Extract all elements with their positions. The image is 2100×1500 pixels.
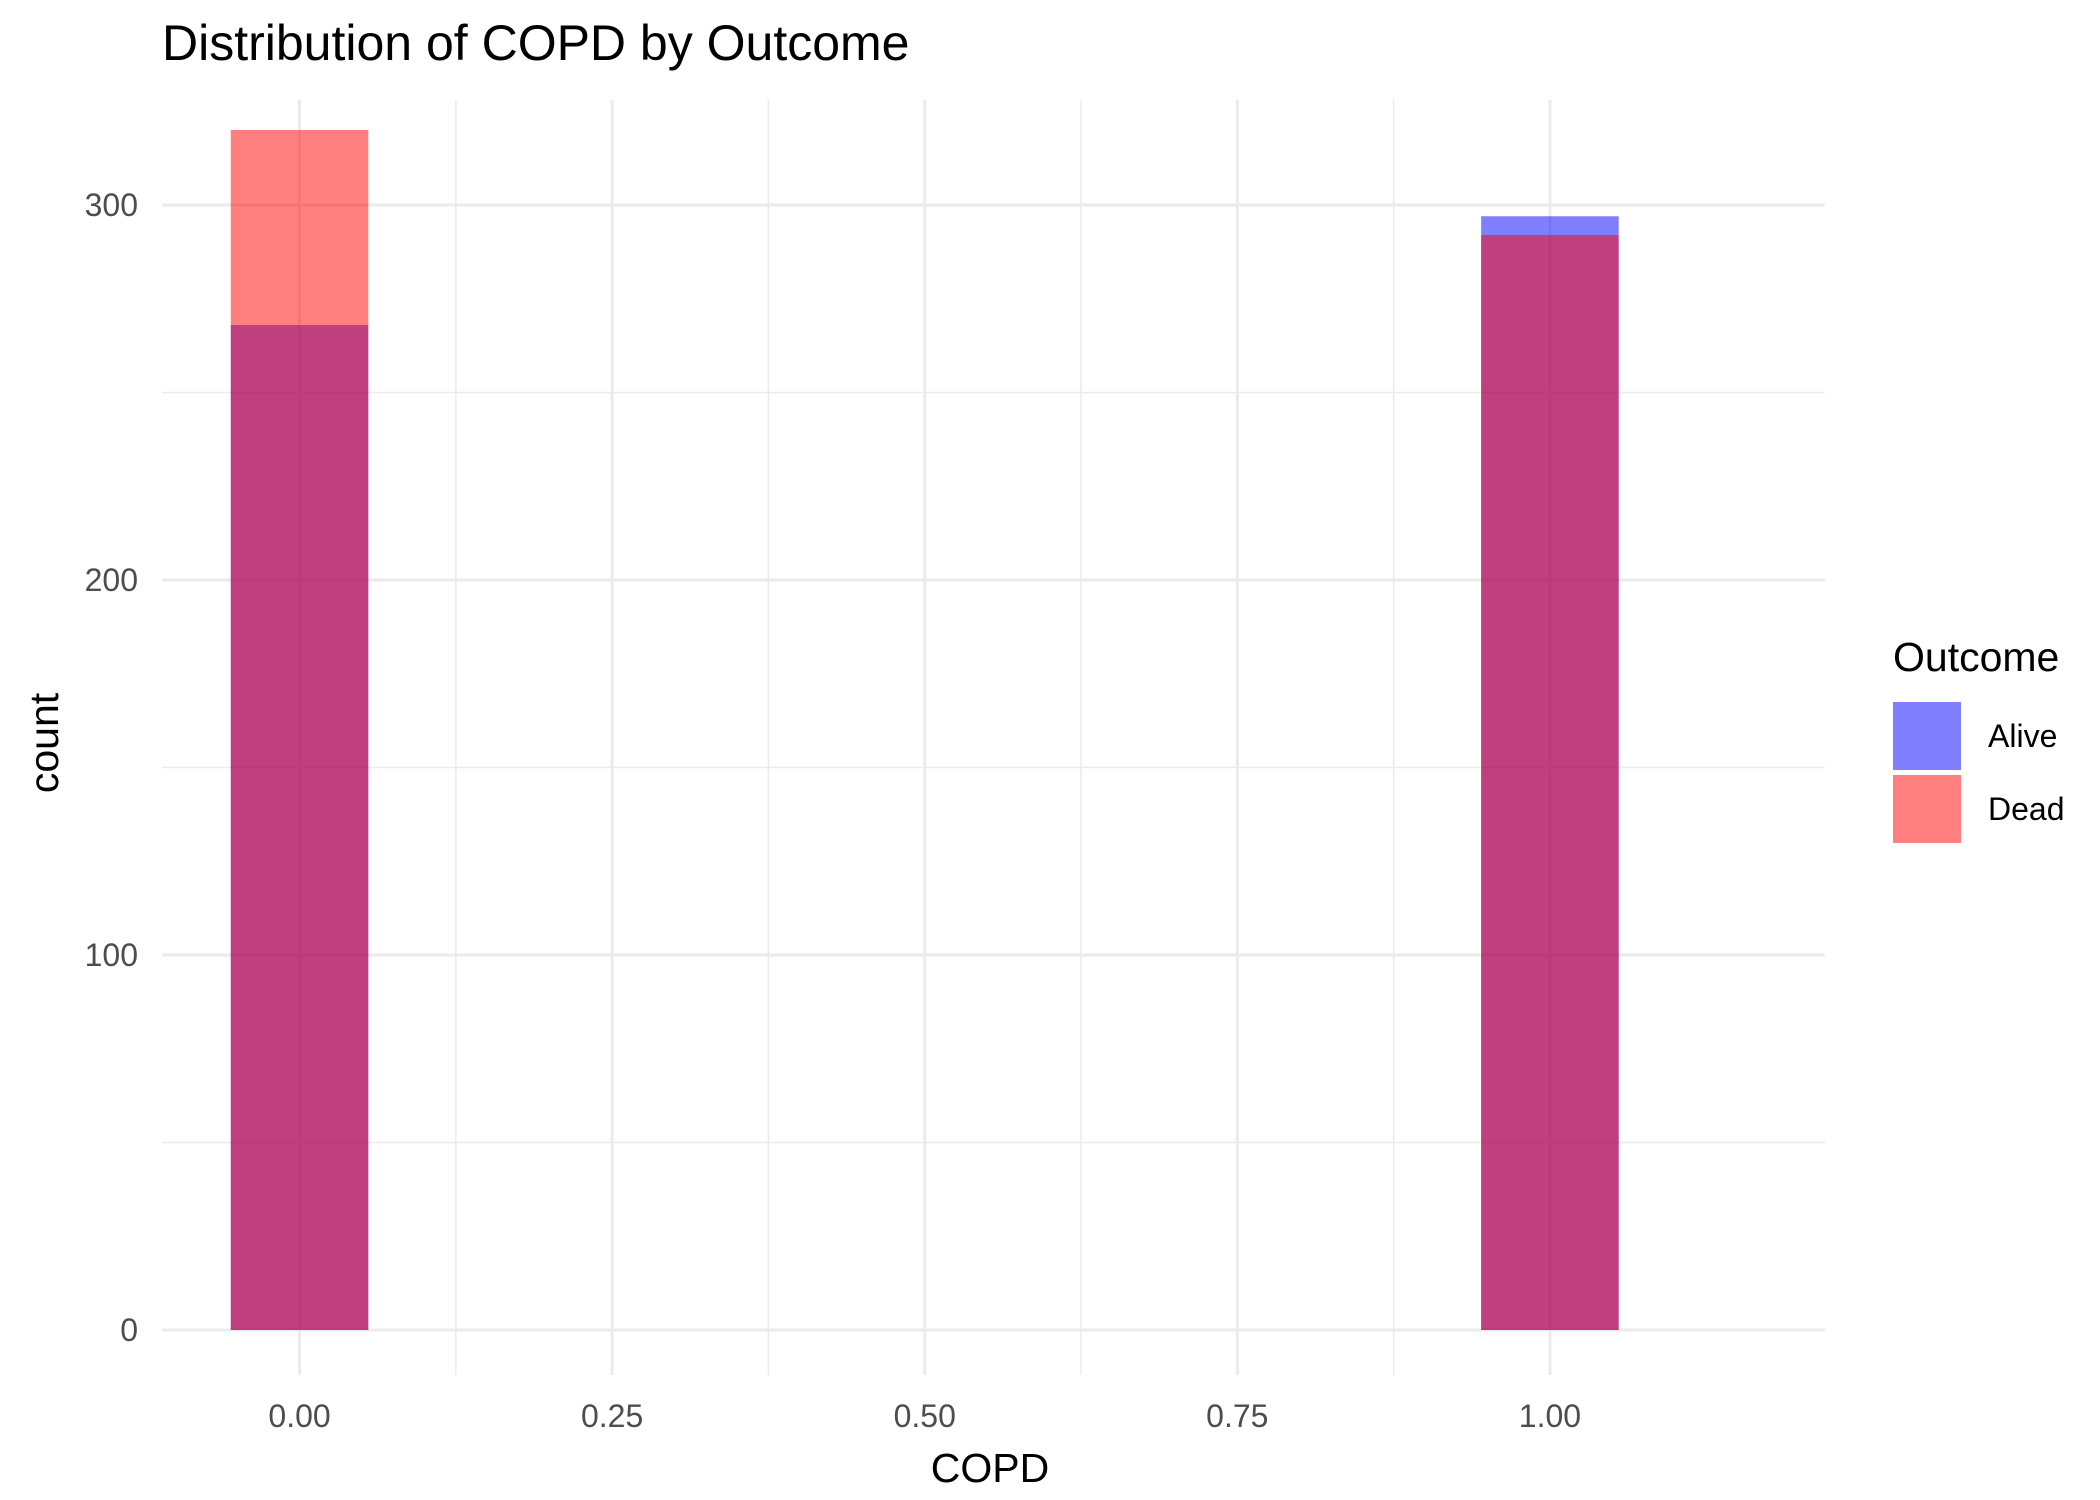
y-tick-label: 300 bbox=[85, 187, 138, 223]
bar-dead bbox=[1481, 235, 1619, 1330]
legend: Outcome Alive Dead bbox=[1893, 634, 2065, 843]
x-tick-label: 1.00 bbox=[1519, 1398, 1581, 1434]
x-axis-title: COPD bbox=[931, 1445, 1049, 1491]
bar-dead bbox=[230, 130, 369, 1330]
x-tick-label: 0.50 bbox=[894, 1398, 956, 1434]
legend-swatch-alive bbox=[1893, 702, 1961, 770]
y-tick-label: 0 bbox=[120, 1312, 138, 1348]
chart-title: Distribution of COPD by Outcome bbox=[162, 15, 910, 71]
x-axis-ticks: 0.00 0.25 0.50 0.75 1.00 bbox=[268, 1398, 1581, 1434]
y-axis-ticks: 0 100 200 300 bbox=[85, 187, 138, 1348]
legend-items: Alive Dead bbox=[1893, 702, 2065, 843]
legend-swatch-dead bbox=[1893, 775, 1961, 843]
x-tick-label: 0.25 bbox=[581, 1398, 643, 1434]
y-axis-title: count bbox=[21, 692, 67, 793]
x-tick-label: 0.00 bbox=[268, 1398, 330, 1434]
x-tick-label: 0.75 bbox=[1206, 1398, 1268, 1434]
legend-label-alive: Alive bbox=[1988, 718, 2057, 754]
bars bbox=[230, 130, 1619, 1330]
y-tick-label: 200 bbox=[85, 562, 138, 598]
legend-title: Outcome bbox=[1893, 634, 2059, 680]
y-tick-label: 100 bbox=[85, 937, 138, 973]
legend-label-dead: Dead bbox=[1988, 791, 2065, 827]
